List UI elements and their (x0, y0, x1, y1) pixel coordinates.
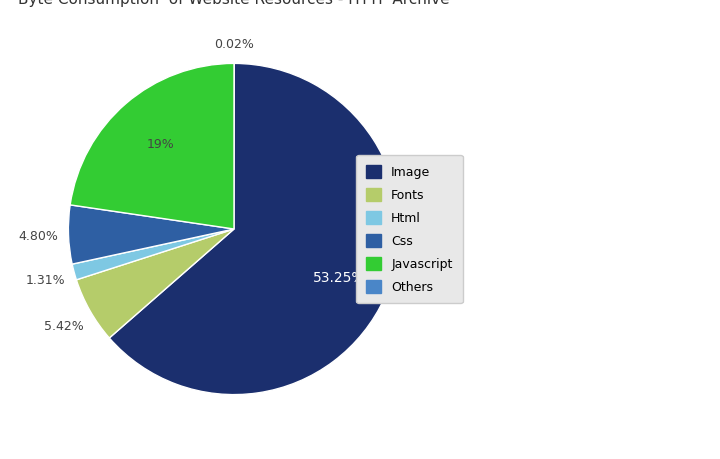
Text: 1.31%: 1.31% (25, 274, 65, 286)
Wedge shape (70, 64, 234, 230)
Wedge shape (68, 206, 234, 264)
Legend: Image, Fonts, Html, Css, Javascript, Others: Image, Fonts, Html, Css, Javascript, Oth… (356, 155, 462, 304)
Wedge shape (76, 230, 234, 338)
Text: 4.80%: 4.80% (19, 230, 58, 242)
Text: 0.02%: 0.02% (215, 38, 254, 51)
Text: 53.25%: 53.25% (313, 270, 366, 285)
Text: 19%: 19% (147, 138, 174, 151)
Text: 5.42%: 5.42% (44, 319, 84, 332)
Wedge shape (72, 230, 234, 280)
Wedge shape (109, 64, 400, 395)
Title: Byte Consumption  of Website Resources - HTTP Archive: Byte Consumption of Website Resources - … (18, 0, 450, 6)
